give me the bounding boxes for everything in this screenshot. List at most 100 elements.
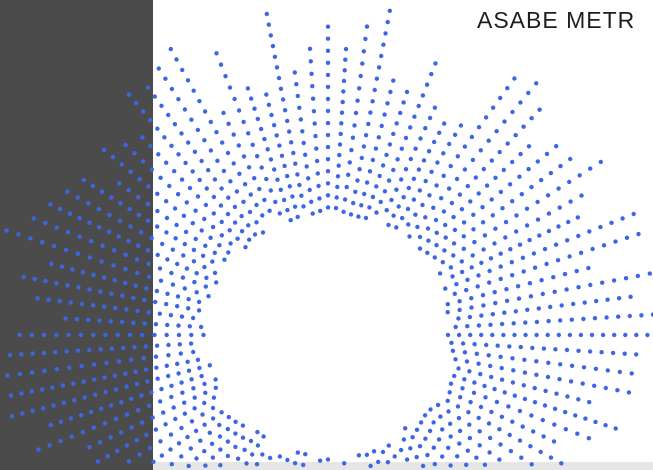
dot: [628, 314, 632, 318]
dot: [115, 449, 119, 453]
dot: [499, 264, 503, 268]
dot: [510, 110, 514, 114]
dot: [80, 302, 84, 306]
dot: [474, 456, 478, 460]
dot: [402, 195, 406, 199]
dot: [296, 94, 300, 98]
dot: [510, 356, 514, 360]
dot: [148, 118, 152, 122]
dot: [563, 410, 567, 414]
dot: [386, 20, 390, 24]
dot: [305, 164, 309, 168]
dot: [364, 133, 368, 137]
dot: [491, 312, 495, 316]
dot: [232, 97, 236, 101]
dot: [266, 147, 270, 151]
dot: [251, 143, 255, 147]
dot: [165, 216, 169, 220]
dot: [264, 92, 268, 96]
dot: [146, 262, 150, 266]
dot: [448, 463, 452, 467]
dot: [226, 212, 230, 216]
dot: [219, 62, 223, 66]
dot: [581, 381, 585, 385]
dot: [197, 99, 201, 103]
dot: [144, 286, 148, 290]
dot: [456, 366, 460, 370]
dot: [227, 415, 231, 419]
dot: [636, 232, 640, 236]
dot: [457, 308, 461, 312]
dot: [98, 440, 102, 444]
dot: [391, 168, 395, 172]
dot: [316, 184, 320, 188]
dot: [158, 176, 162, 180]
dot: [499, 277, 503, 281]
dot: [167, 184, 171, 188]
dot: [206, 294, 210, 298]
dot: [282, 198, 286, 202]
dot: [446, 302, 450, 306]
dot: [549, 455, 553, 459]
dot: [464, 463, 468, 467]
dot: [310, 84, 314, 88]
dot: [139, 230, 143, 234]
dot: [476, 273, 480, 277]
dot: [479, 333, 483, 337]
dot: [54, 281, 58, 285]
dot: [446, 446, 450, 450]
dot: [120, 320, 124, 324]
dot: [376, 460, 380, 464]
dot: [506, 141, 510, 145]
dot: [474, 175, 478, 179]
dot: [467, 369, 471, 373]
dot: [408, 125, 412, 129]
dot: [503, 390, 507, 394]
dot: [194, 237, 198, 241]
dot: [368, 110, 372, 114]
dot: [563, 272, 567, 276]
screen: ASABE METR: [0, 0, 653, 470]
dot: [488, 323, 492, 327]
dot: [612, 278, 616, 282]
dot: [206, 168, 210, 172]
dot: [625, 236, 629, 240]
dot: [458, 192, 462, 196]
dot: [556, 186, 560, 190]
dot: [553, 347, 557, 351]
dot: [158, 312, 162, 316]
dot: [517, 175, 521, 179]
dot: [479, 313, 483, 317]
dot: [218, 447, 222, 451]
dot: [196, 358, 200, 362]
dot: [487, 421, 491, 425]
dot: [264, 177, 268, 181]
dot: [558, 318, 562, 322]
dot: [159, 387, 163, 391]
dot: [467, 423, 471, 427]
dot: [176, 192, 180, 196]
dot: [521, 125, 525, 129]
dot: [129, 358, 133, 362]
dot: [197, 308, 201, 312]
dot: [429, 72, 433, 76]
dot: [547, 211, 551, 215]
dot: [116, 333, 120, 337]
dot: [341, 210, 345, 214]
dot: [413, 213, 417, 217]
dot: [571, 302, 575, 306]
dot: [481, 220, 485, 224]
dot: [468, 315, 472, 319]
dot: [303, 153, 307, 157]
dot: [133, 370, 137, 374]
dot: [418, 188, 422, 192]
dot: [210, 259, 214, 263]
dot: [570, 364, 574, 368]
dot: [158, 266, 162, 270]
dot: [579, 333, 583, 337]
dot: [202, 265, 206, 269]
dot: [78, 216, 82, 220]
dot: [502, 168, 506, 172]
dot: [214, 386, 218, 390]
dot: [501, 333, 505, 337]
